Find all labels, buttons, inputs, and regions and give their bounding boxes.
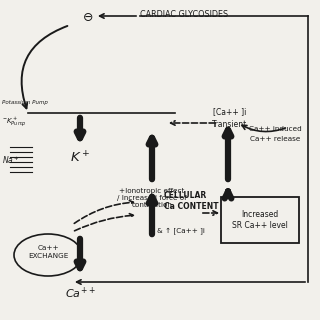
Text: Ca++ release: Ca++ release [250,136,300,142]
Text: +Ionotropic effect
/ Increased force of
contraction: +Ionotropic effect / Increased force of … [117,188,187,208]
Text: Ca CONTENT: Ca CONTENT [164,202,219,211]
Text: $Na^+$: $Na^+$ [2,154,20,166]
Text: Transient: Transient [212,120,248,129]
Text: $\ominus$: $\ominus$ [82,11,94,23]
Text: Ca++ induced: Ca++ induced [249,126,301,132]
Text: [Ca++ ]i: [Ca++ ]i [213,107,247,116]
Text: CELLULAR: CELLULAR [164,191,207,200]
Ellipse shape [14,234,82,276]
Text: $K^+$: $K^+$ [70,150,90,166]
Text: Potassium Pump: Potassium Pump [2,100,48,105]
Text: Increased
SR Ca++ level: Increased SR Ca++ level [232,210,288,230]
Text: & ↑ [Ca++ ]i: & ↑ [Ca++ ]i [157,227,205,234]
Text: $Ca^{++}$: $Ca^{++}$ [65,286,95,301]
Text: CARDIAC GLYCOSIDES: CARDIAC GLYCOSIDES [140,10,228,19]
FancyBboxPatch shape [221,197,299,243]
Text: $^{-}K^+_{Pump}$: $^{-}K^+_{Pump}$ [2,115,27,129]
Text: Ca++
EXCHANGE: Ca++ EXCHANGE [28,245,68,259]
